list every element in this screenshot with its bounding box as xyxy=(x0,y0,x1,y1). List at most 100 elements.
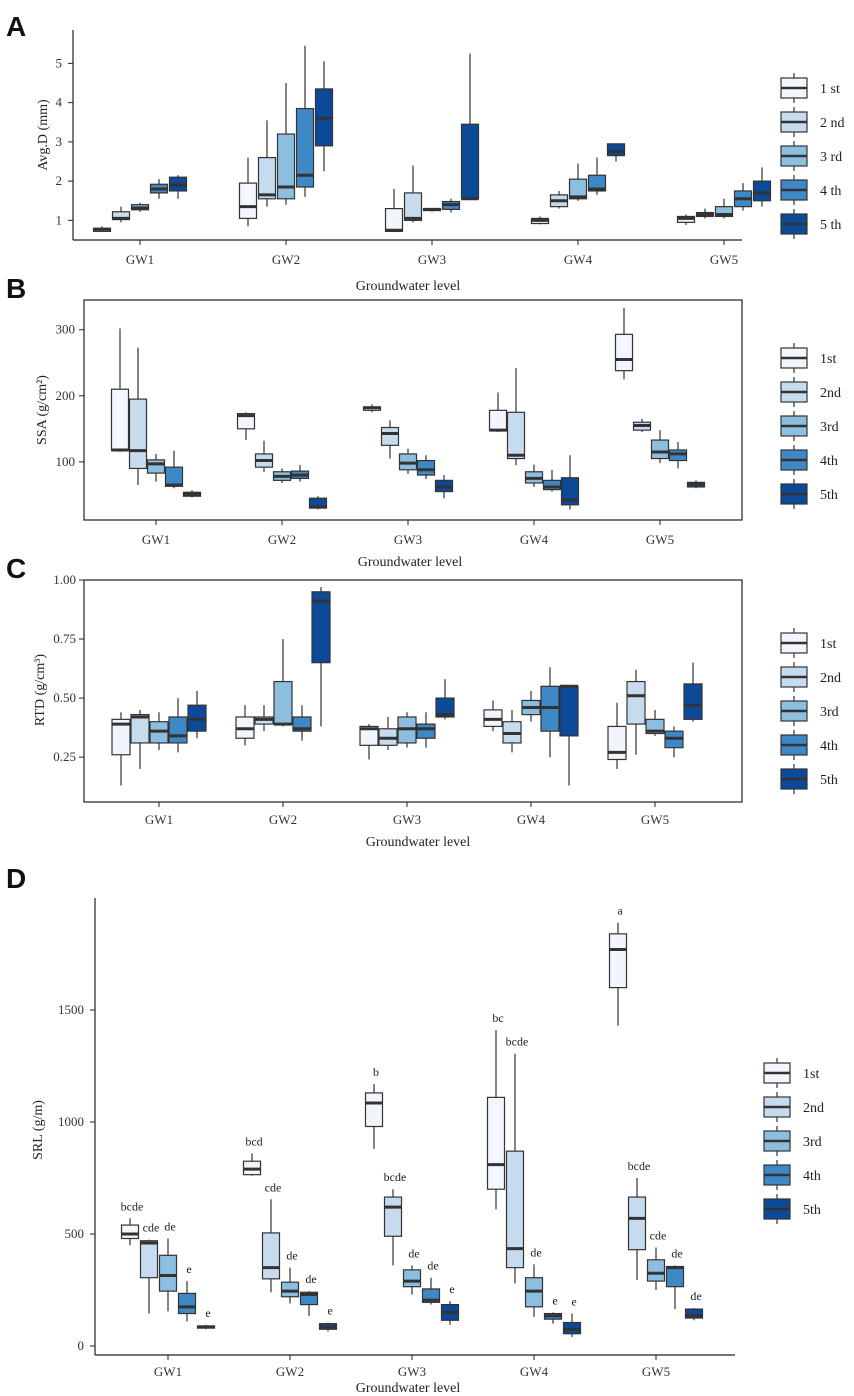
significance-label: de xyxy=(408,1246,419,1260)
panel-c-letter: C xyxy=(6,553,26,584)
panel-d-y-title: SRL (g/m) xyxy=(31,1100,46,1160)
y-tick-label: 0.50 xyxy=(53,690,76,705)
legend-label: 1st xyxy=(820,637,836,652)
y-tick-label: 0.75 xyxy=(53,631,76,646)
box-gw2-1 xyxy=(236,412,256,441)
box-body xyxy=(506,411,526,460)
box-body xyxy=(384,208,404,232)
box-gw1-4 xyxy=(177,1281,197,1322)
box-gw1-5 xyxy=(196,1324,216,1330)
legend-label: 4th xyxy=(803,1169,821,1184)
box-body xyxy=(683,683,703,720)
box-gw1-2 xyxy=(128,347,148,485)
legend-label: 1 st xyxy=(820,82,840,97)
box-gw3-1 xyxy=(359,724,379,760)
x-tick-label: GW4 xyxy=(564,252,593,267)
box-gw3-3 xyxy=(422,207,442,212)
significance-label: e xyxy=(571,1295,576,1309)
box-gw3-3 xyxy=(402,1265,422,1295)
legend-item-2: 2nd xyxy=(763,1092,824,1122)
box-gw4-5 xyxy=(559,684,579,786)
panel-a-letter: A xyxy=(6,11,26,42)
box-body xyxy=(627,1196,647,1251)
box-body xyxy=(295,107,315,188)
panel-d-x-ticks: GW1 GW2 GW3 GW4 GW5 xyxy=(154,1355,670,1379)
box-body xyxy=(402,1269,422,1288)
box-gw5-3 xyxy=(650,430,670,464)
panel-b-y-title: SSA (g/cm²) xyxy=(35,375,50,445)
significance-label: de xyxy=(530,1245,541,1259)
box-body xyxy=(380,426,400,446)
box-gw5-5 xyxy=(684,1307,704,1321)
box-gw4-4 xyxy=(542,469,562,492)
box-gw2-2 xyxy=(254,440,274,472)
significance-label: e xyxy=(449,1282,454,1296)
x-tick-label: GW4 xyxy=(520,1364,549,1379)
box-body xyxy=(364,1092,384,1128)
legend-item-4: 4th xyxy=(780,730,838,760)
box-body xyxy=(646,1259,666,1282)
significance-label: b xyxy=(373,1065,379,1079)
x-tick-label: GW3 xyxy=(393,812,421,827)
box-gw2-5 xyxy=(318,1322,338,1332)
x-tick-label: GW5 xyxy=(641,812,669,827)
panel-c-boxes xyxy=(111,587,703,786)
box-gw4-5 xyxy=(562,1313,582,1338)
legend-label: 3rd xyxy=(820,705,839,720)
box-body xyxy=(650,439,670,460)
box-body xyxy=(626,680,646,725)
significance-label: de xyxy=(305,1272,316,1286)
legend-item-5: 5th xyxy=(780,764,838,794)
box-body xyxy=(261,1232,281,1280)
legend-item-3: 3 rd xyxy=(780,141,842,171)
box-gw4-3 xyxy=(521,691,541,722)
y-tick-label: 3 xyxy=(56,134,63,149)
box-body xyxy=(542,479,562,491)
box-body xyxy=(111,718,131,756)
box-body xyxy=(311,591,331,664)
y-tick-label: 0.25 xyxy=(53,749,76,764)
legend-label: 5 th xyxy=(820,218,841,233)
panel-b-x-title: Groundwater level xyxy=(358,555,463,570)
significance-label: e xyxy=(552,1293,557,1307)
box-gw5-3 xyxy=(646,1247,666,1291)
panel-c-y-title: RTD (g/cm³) xyxy=(33,654,48,727)
box-gw3-3 xyxy=(397,712,417,748)
legend-item-5: 5 th xyxy=(780,209,841,239)
legend-item-2: 2 nd xyxy=(780,107,845,137)
legend-label: 1st xyxy=(803,1067,819,1082)
significance-label: bc xyxy=(492,1011,503,1025)
y-tick-label: 300 xyxy=(56,322,76,337)
box-gw5-1 xyxy=(614,307,634,380)
box-body xyxy=(568,178,588,200)
x-tick-label: GW1 xyxy=(154,1364,182,1379)
box-gw2-2 xyxy=(261,1199,281,1293)
y-tick-label: 500 xyxy=(65,1226,85,1241)
panel-b-y-ticks: 100 200 300 xyxy=(56,322,84,469)
box-body xyxy=(559,685,579,737)
x-tick-label: GW5 xyxy=(642,1364,670,1379)
box-gw2-2 xyxy=(254,705,274,732)
legend-label: 3rd xyxy=(820,420,839,435)
x-tick-label: GW4 xyxy=(520,532,549,547)
panel-c-legend: 1st 2nd 3rd 4th 5th xyxy=(780,628,841,794)
box-body xyxy=(505,1150,525,1269)
panel-a-legend: 1 st 2 nd 3 rd 4 th 5 th xyxy=(780,73,845,239)
box-gw4-3 xyxy=(524,464,544,487)
box-body xyxy=(460,123,480,200)
box-gw4-4 xyxy=(543,1312,563,1324)
legend-label: 5th xyxy=(820,488,838,503)
panel-d-legend: 1st 2nd 3rd 4th 5th xyxy=(763,1058,824,1224)
panel-d-boxes xyxy=(120,922,704,1338)
x-tick-label: GW3 xyxy=(418,252,446,267)
box-gw4-4 xyxy=(587,157,607,195)
x-tick-label: GW2 xyxy=(276,1364,304,1379)
box-gw5-1 xyxy=(607,702,627,769)
box-gw1-2 xyxy=(130,709,150,769)
y-tick-label: 1.00 xyxy=(53,572,76,587)
box-body xyxy=(280,1281,300,1298)
box-body xyxy=(257,156,277,200)
box-gw4-5 xyxy=(560,455,580,510)
legend-item-5: 5th xyxy=(780,479,838,509)
legend-item-1: 1st xyxy=(780,628,836,658)
